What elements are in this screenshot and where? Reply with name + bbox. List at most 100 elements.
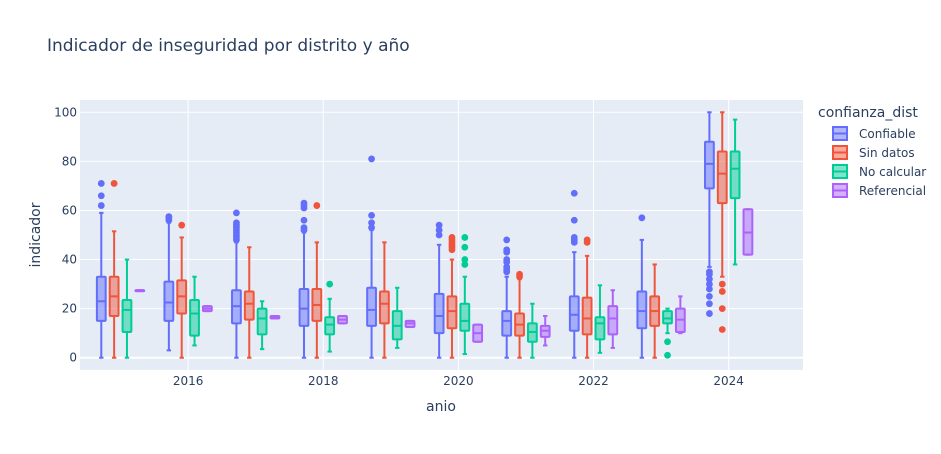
outlier-point[interactable]: [503, 256, 511, 263]
outlier-point[interactable]: [368, 155, 375, 163]
legend-label: Confiable: [859, 127, 916, 141]
legend-item[interactable]: Sin datos: [832, 145, 915, 160]
outlier-point[interactable]: [706, 275, 713, 283]
outlier-point[interactable]: [706, 292, 713, 300]
outlier-point[interactable]: [503, 236, 511, 244]
box[interactable]: [459, 234, 471, 356]
box[interactable]: [379, 241, 390, 359]
outlier-point[interactable]: [706, 268, 713, 276]
box[interactable]: [366, 155, 377, 359]
legend-item[interactable]: Referencial: [832, 183, 926, 198]
outlier-point[interactable]: [97, 192, 105, 200]
outlier-point[interactable]: [233, 219, 240, 227]
y-tick-label: 0: [69, 351, 77, 365]
box[interactable]: [594, 284, 606, 354]
outlier-point[interactable]: [638, 214, 646, 222]
box[interactable]: [269, 315, 281, 320]
outlier-point[interactable]: [300, 199, 308, 207]
box[interactable]: [108, 180, 120, 359]
outlier-point[interactable]: [706, 300, 713, 308]
outlier-point[interactable]: [706, 280, 713, 288]
outlier-point[interactable]: [326, 280, 334, 288]
outlier-point[interactable]: [718, 326, 726, 333]
box[interactable]: [607, 289, 619, 349]
outlier-point[interactable]: [368, 219, 375, 227]
outlier-point[interactable]: [503, 263, 511, 271]
box[interactable]: [404, 319, 416, 329]
outlier-point[interactable]: [570, 234, 578, 241]
box[interactable]: [324, 280, 336, 353]
outlier-point[interactable]: [583, 236, 591, 244]
outlier-point[interactable]: [435, 226, 443, 234]
box[interactable]: [391, 286, 403, 349]
outlier-point[interactable]: [313, 202, 321, 209]
outlier-point[interactable]: [435, 221, 443, 229]
box[interactable]: [662, 307, 673, 359]
box[interactable]: [649, 263, 661, 359]
outlier-point[interactable]: [461, 243, 469, 251]
legend-item[interactable]: No calcular: [832, 164, 926, 179]
box[interactable]: [311, 202, 323, 359]
outlier-point[interactable]: [503, 246, 511, 254]
box[interactable]: [298, 199, 310, 359]
box[interactable]: [568, 189, 580, 359]
box[interactable]: [446, 234, 458, 359]
box[interactable]: [163, 213, 175, 352]
outlier-point[interactable]: [233, 209, 240, 217]
box[interactable]: [243, 246, 255, 359]
outlier-point[interactable]: [706, 285, 713, 293]
outlier-point[interactable]: [706, 310, 713, 317]
box[interactable]: [729, 118, 741, 266]
box[interactable]: [501, 236, 513, 359]
outlier-point[interactable]: [718, 280, 726, 288]
outlier-point[interactable]: [97, 180, 105, 187]
box[interactable]: [539, 315, 551, 347]
outlier-point[interactable]: [461, 256, 469, 263]
outlier-point[interactable]: [165, 213, 173, 220]
outlier-point[interactable]: [178, 221, 186, 229]
outlier-point[interactable]: [718, 305, 726, 313]
x-tick-label: 2024: [713, 374, 744, 388]
outlier-point[interactable]: [300, 224, 308, 232]
outlier-point[interactable]: [97, 202, 105, 209]
outlier-point[interactable]: [570, 189, 578, 197]
box[interactable]: [433, 221, 445, 359]
outlier-point[interactable]: [718, 288, 726, 295]
box[interactable]: [201, 305, 213, 313]
box[interactable]: [742, 208, 754, 256]
box[interactable]: [514, 270, 525, 359]
outlier-point[interactable]: [570, 216, 578, 224]
box[interactable]: [189, 275, 200, 347]
legend-item[interactable]: Confiable: [832, 126, 916, 141]
box[interactable]: [231, 209, 242, 359]
y-tick-label: 80: [62, 154, 77, 168]
outlier-point[interactable]: [435, 231, 443, 239]
box[interactable]: [716, 111, 728, 333]
x-tick-label: 2018: [308, 374, 339, 388]
outlier-point[interactable]: [461, 261, 469, 268]
outlier-point[interactable]: [461, 234, 469, 241]
outlier-point[interactable]: [300, 216, 308, 224]
box[interactable]: [121, 258, 133, 359]
outlier-point[interactable]: [368, 224, 375, 232]
box[interactable]: [704, 111, 715, 317]
outlier-point[interactable]: [664, 351, 671, 359]
box[interactable]: [472, 323, 484, 343]
box[interactable]: [256, 300, 268, 351]
series-sin-datos: [108, 111, 728, 359]
box[interactable]: [636, 214, 648, 359]
box[interactable]: [581, 236, 593, 359]
box[interactable]: [134, 289, 146, 293]
outlier-point[interactable]: [448, 234, 456, 241]
box[interactable]: [337, 315, 348, 325]
box-iqr: [446, 295, 458, 330]
box[interactable]: [176, 221, 188, 359]
box[interactable]: [526, 302, 538, 359]
outlier-point[interactable]: [516, 270, 523, 278]
box[interactable]: [674, 295, 686, 335]
box[interactable]: [95, 180, 107, 359]
box-iqr: [581, 296, 593, 336]
outlier-point[interactable]: [110, 180, 118, 187]
outlier-point[interactable]: [368, 211, 375, 219]
outlier-point[interactable]: [664, 338, 671, 346]
